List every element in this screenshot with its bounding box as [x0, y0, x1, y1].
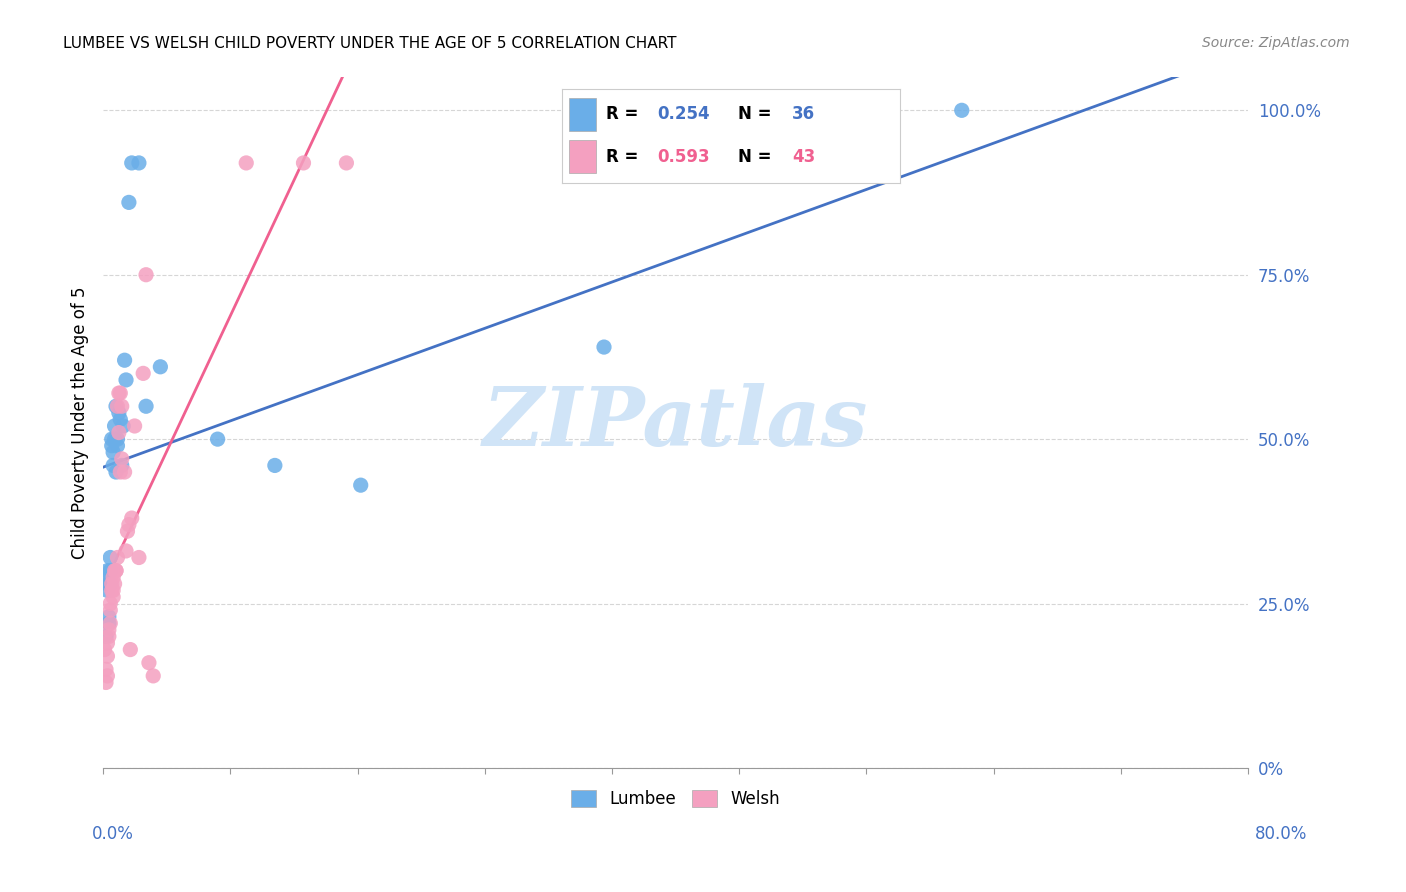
Text: ZIPatlas: ZIPatlas: [482, 383, 869, 463]
Point: [98, 616, 121, 631]
Point: [120, 642, 142, 657]
Point: [114, 465, 136, 479]
Point: [149, 359, 172, 374]
Point: [111, 458, 134, 473]
Point: [138, 656, 160, 670]
Point: [103, 432, 125, 446]
FancyBboxPatch shape: [569, 140, 596, 173]
Point: [107, 439, 129, 453]
Point: [135, 268, 157, 282]
Point: [98, 597, 121, 611]
Point: [105, 564, 128, 578]
Point: [98, 576, 121, 591]
Point: [98, 564, 121, 578]
Text: Source: ZipAtlas.com: Source: ZipAtlas.com: [1202, 36, 1350, 50]
Point: [108, 386, 131, 401]
Point: [101, 583, 124, 598]
Text: 80.0%: 80.0%: [1256, 825, 1308, 843]
Point: [98, 550, 121, 565]
Point: [112, 419, 135, 434]
Text: N =: N =: [738, 105, 778, 123]
Point: [128, 156, 150, 170]
Point: [105, 564, 128, 578]
Point: [94, 662, 117, 676]
Point: [110, 412, 132, 426]
Point: [98, 603, 121, 617]
Point: [101, 590, 124, 604]
Point: [96, 570, 118, 584]
Point: [111, 451, 134, 466]
Point: [103, 564, 125, 578]
Point: [121, 156, 143, 170]
Point: [96, 583, 118, 598]
Text: 0.254: 0.254: [657, 105, 710, 123]
Point: [96, 576, 118, 591]
Point: [101, 570, 124, 584]
Point: [107, 399, 129, 413]
Text: 0.593: 0.593: [657, 148, 710, 166]
Point: [105, 399, 128, 413]
Point: [118, 517, 141, 532]
Point: [93, 642, 115, 657]
Point: [107, 432, 129, 446]
Point: [103, 576, 125, 591]
Point: [115, 544, 138, 558]
Text: 36: 36: [792, 105, 815, 123]
Point: [96, 564, 118, 578]
Point: [110, 386, 132, 401]
Point: [950, 103, 973, 118]
Point: [100, 432, 122, 446]
Point: [115, 373, 138, 387]
Y-axis label: Child Poverty Under the Age of 5: Child Poverty Under the Age of 5: [72, 286, 89, 559]
Point: [128, 550, 150, 565]
Point: [108, 425, 131, 440]
Point: [100, 583, 122, 598]
Point: [100, 439, 122, 453]
Point: [207, 432, 229, 446]
Point: [135, 399, 157, 413]
Point: [114, 353, 136, 368]
Text: LUMBEE VS WELSH CHILD POVERTY UNDER THE AGE OF 5 CORRELATION CHART: LUMBEE VS WELSH CHILD POVERTY UNDER THE …: [63, 36, 676, 51]
Point: [335, 156, 357, 170]
Text: N =: N =: [738, 148, 778, 166]
FancyBboxPatch shape: [569, 97, 596, 131]
Point: [97, 609, 120, 624]
Point: [101, 445, 124, 459]
Text: R =: R =: [606, 105, 644, 123]
Point: [110, 465, 132, 479]
Point: [263, 458, 285, 473]
Point: [107, 550, 129, 565]
Point: [94, 629, 117, 643]
Point: [100, 576, 122, 591]
Point: [94, 675, 117, 690]
Point: [124, 419, 146, 434]
Point: [350, 478, 373, 492]
Text: 0.0%: 0.0%: [91, 825, 134, 843]
Point: [593, 340, 616, 354]
Point: [97, 623, 120, 637]
Point: [108, 406, 131, 420]
Point: [105, 465, 128, 479]
Point: [97, 616, 120, 631]
Point: [97, 629, 120, 643]
Point: [96, 649, 118, 664]
Point: [117, 524, 139, 539]
Point: [103, 419, 125, 434]
Point: [118, 195, 141, 210]
Text: 43: 43: [792, 148, 815, 166]
Point: [121, 511, 143, 525]
Point: [111, 399, 134, 413]
Point: [235, 156, 257, 170]
Legend: Lumbee, Welsh: Lumbee, Welsh: [564, 783, 787, 815]
Point: [142, 669, 165, 683]
Text: R =: R =: [606, 148, 644, 166]
Point: [101, 458, 124, 473]
Point: [96, 669, 118, 683]
Point: [292, 156, 315, 170]
Point: [132, 367, 155, 381]
Point: [96, 636, 118, 650]
